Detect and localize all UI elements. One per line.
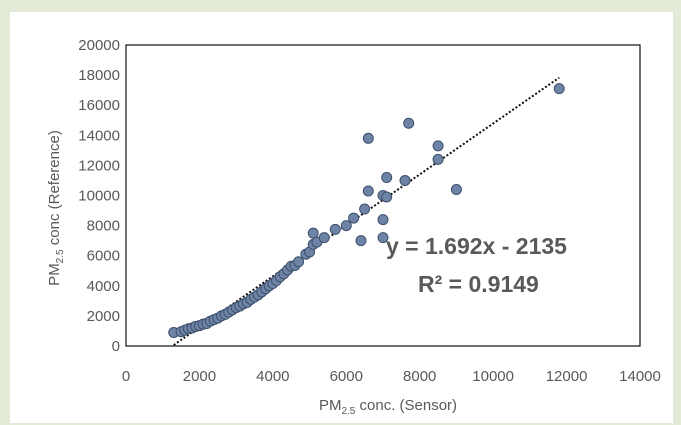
data-point [432,140,444,152]
y-tick-label: 4000 [87,278,120,295]
y-tick-labels: 0 2000 4000 6000 8000 10000 12000 14000 16000 180… [78,37,120,355]
x-tick-label: 0 [122,368,130,385]
y-tick-label: 18000 [78,67,120,84]
plot-area [125,44,641,347]
x-tick-label: 2000 [183,368,216,385]
data-point [348,212,360,224]
y-tick-label: 6000 [87,248,120,265]
x-tick-label: 14000 [619,368,661,385]
x-tick-label: 6000 [330,368,363,385]
x-tick-label: 4000 [256,368,289,385]
chart-frame: 0 2000 4000 6000 8000 10000 12000 14000 0 2000 40… [10,12,673,423]
x-tick-label: 8000 [403,368,436,385]
data-point [399,174,411,186]
data-point [553,83,565,95]
data-point [432,153,444,165]
data-point [359,203,371,215]
x-tick-labels: 0 2000 4000 6000 8000 10000 12000 14000 [122,368,661,385]
y-tick-label: 20000 [78,37,120,54]
y-tick-label: 2000 [87,308,120,325]
y-tick-label: 0 [112,338,120,355]
data-point [377,232,389,244]
data-point [450,183,462,195]
data-point [381,171,393,183]
data-point [307,227,319,239]
equation-label: y = 1.692x - 2135 [386,233,567,259]
x-tick-label: 10000 [472,368,514,385]
r-squared-label: R² = 0.9149 [418,271,539,297]
data-point [403,117,415,129]
data-point [329,223,341,235]
y-axis-title: PM2.5 conc (Reference) [46,130,66,286]
data-point [362,185,374,197]
data-point [340,220,352,232]
data-point [377,214,389,226]
y-tick-label: 8000 [87,218,120,235]
y-tick-label: 14000 [78,127,120,144]
plot-border [125,44,641,347]
y-tick-label: 16000 [78,97,120,114]
data-point [293,256,305,268]
data-point [362,132,374,144]
data-point [381,191,393,203]
y-tick-label: 12000 [78,157,120,174]
data-points [168,83,565,338]
x-tick-label: 12000 [546,368,588,385]
y-tick-label: 10000 [78,188,120,205]
data-point [355,235,367,247]
x-axis-title: PM2.5 conc. (Sensor) [319,397,457,417]
data-point [318,232,330,244]
scatter-chart: 0 2000 4000 6000 8000 10000 12000 14000 0 2000 40… [46,37,661,417]
